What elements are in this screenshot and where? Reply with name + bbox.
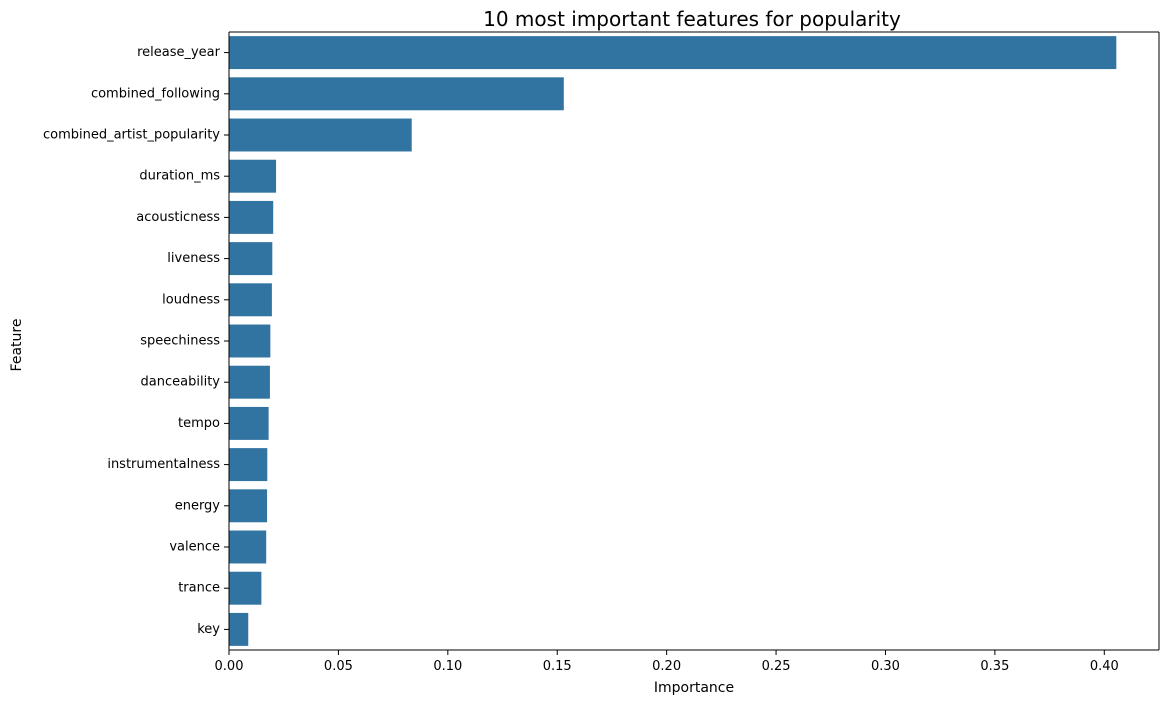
- bar-tempo: [229, 406, 269, 440]
- chart-title: 10 most important features for popularit…: [483, 7, 901, 31]
- bar-duration-ms: [229, 159, 277, 193]
- bar-instrumentalness: [229, 448, 268, 482]
- y-tick-label: acousticness: [136, 210, 220, 225]
- bar-loudness: [229, 283, 272, 317]
- bar-combined-artist-popularity: [229, 118, 412, 152]
- y-tick-label: instrumentalness: [107, 457, 220, 472]
- x-tick-label: 0.10: [433, 659, 462, 674]
- bar-danceability: [229, 365, 270, 399]
- bar-release-year: [229, 36, 1117, 70]
- bar-acousticness: [229, 200, 274, 234]
- y-tick-label: danceability: [141, 375, 221, 390]
- y-tick-label: loudness: [162, 292, 220, 307]
- y-tick-label: duration_ms: [139, 169, 220, 184]
- y-tick-label: speechiness: [140, 334, 220, 349]
- x-axis-label: Importance: [654, 680, 734, 696]
- y-tick-label: valence: [169, 540, 220, 555]
- y-tick-label: tempo: [178, 416, 220, 431]
- x-tick-label: 0.20: [652, 659, 681, 674]
- x-tick-label: 0.30: [871, 659, 900, 674]
- x-tick-label: 0.35: [980, 659, 1009, 674]
- bar-energy: [229, 489, 268, 523]
- x-tick-label: 0.25: [762, 659, 791, 674]
- bar-valence: [229, 530, 267, 564]
- y-tick-label: combined_artist_popularity: [43, 128, 220, 143]
- bar-key: [229, 612, 249, 646]
- y-tick-label: key: [197, 622, 220, 637]
- y-ticks: release_year combined_following combined_a…: [43, 45, 229, 637]
- y-tick-label: trance: [178, 581, 220, 596]
- y-tick-label: liveness: [167, 251, 220, 266]
- bar-trance: [229, 571, 262, 605]
- y-tick-label: combined_following: [91, 86, 220, 101]
- x-tick-label: 0.00: [215, 659, 244, 674]
- y-tick-label: energy: [175, 498, 221, 513]
- x-tick-label: 0.15: [543, 659, 572, 674]
- x-ticks: 0.00 0.05 0.10 0.15 0.20 0.25 0.30 0.35 0.40: [215, 650, 1119, 674]
- bar-combined-following: [229, 77, 564, 111]
- bars-layer: [229, 36, 1117, 646]
- y-axis-label: Feature: [9, 319, 25, 372]
- y-tick-label: release_year: [137, 45, 221, 60]
- bar-speechiness: [229, 324, 271, 358]
- x-tick-label: 0.40: [1090, 659, 1119, 674]
- x-tick-label: 0.05: [324, 659, 353, 674]
- bar-liveness: [229, 242, 273, 276]
